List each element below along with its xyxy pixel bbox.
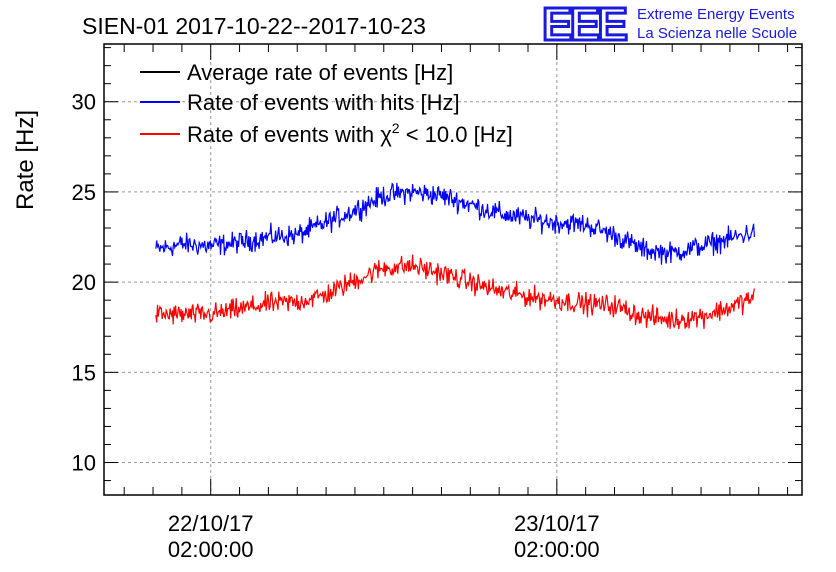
legend-label-sup: 2 xyxy=(392,120,400,136)
y-tick-label: 10 xyxy=(72,451,96,476)
eee-logo-line1: Extreme Energy Events xyxy=(637,6,795,23)
x-tick-label-time: 02:00:00 xyxy=(514,537,600,562)
axis-ticks xyxy=(104,44,802,495)
legend-label-suffix: < 10.0 [Hz] xyxy=(400,122,513,147)
x-tick-label-date: 23/10/17 xyxy=(514,511,600,536)
plot-series xyxy=(155,182,755,330)
grid xyxy=(104,44,802,495)
legend-label-symbol: χ xyxy=(380,122,392,147)
y-tick-labels: 10 15 20 25 30 xyxy=(72,90,96,476)
legend-label-prefix: Rate of events with xyxy=(187,122,380,147)
series-line xyxy=(155,182,755,265)
legend-label: Rate of events with χ2 < 10.0 [Hz] xyxy=(187,120,513,147)
legend-label: Average rate of events [Hz] xyxy=(187,60,453,85)
y-tick-label: 25 xyxy=(72,180,96,205)
eee-logo: EEE Extreme Energy Events La Scienza nel… xyxy=(541,0,798,52)
plot-frame xyxy=(103,43,803,496)
legend-entry: Rate of events with hits [Hz] xyxy=(140,90,460,115)
y-tick-label: 30 xyxy=(72,90,96,115)
x-tick-label-date: 22/10/17 xyxy=(168,511,254,536)
eee-logo-line2: La Scienza nelle Scuole xyxy=(637,25,797,42)
eee-logo-mark: EEE xyxy=(542,0,626,50)
y-tick-label: 20 xyxy=(72,270,96,295)
y-axis-label: Rate [Hz] xyxy=(12,110,39,210)
legend: Average rate of events [Hz] Rate of even… xyxy=(140,60,513,147)
y-tick-label: 15 xyxy=(72,360,96,385)
legend-entry: Average rate of events [Hz] xyxy=(140,60,453,85)
legend-entry: Rate of events with χ2 < 10.0 [Hz] xyxy=(140,120,513,147)
x-tick-label-time: 02:00:00 xyxy=(168,537,254,562)
series-line xyxy=(155,254,755,330)
legend-label: Rate of events with hits [Hz] xyxy=(187,90,460,115)
chart-title: SIEN-01 2017-10-22--2017-10-23 xyxy=(82,13,426,39)
